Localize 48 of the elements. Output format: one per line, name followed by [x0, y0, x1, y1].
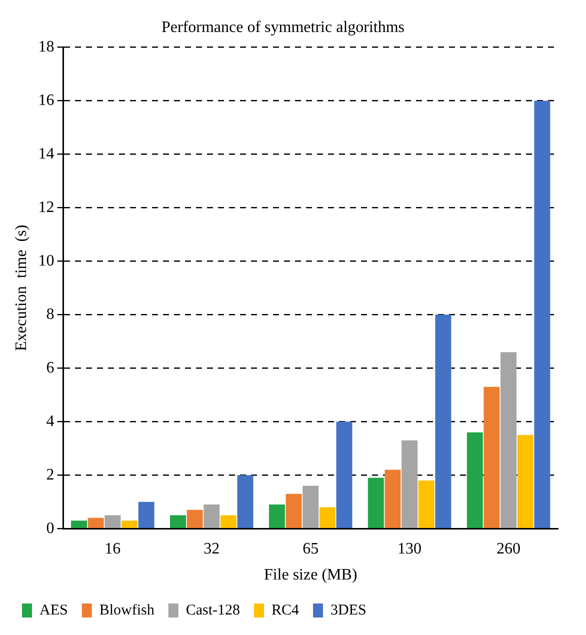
- bar: [88, 518, 104, 528]
- x-tick-label: 130: [398, 540, 422, 558]
- legend-label: RC4: [272, 602, 300, 618]
- bar: [220, 515, 236, 528]
- bar: [336, 422, 352, 528]
- bar: [500, 352, 517, 528]
- bar: [122, 520, 138, 528]
- y-tick-label: 12: [38, 198, 54, 216]
- x-tick-label: 260: [496, 540, 521, 558]
- y-axis-title: Execution time (s): [12, 224, 30, 351]
- legend-label: 3DES: [330, 602, 366, 618]
- bar: [418, 480, 434, 528]
- x-tick-label: 65: [302, 540, 319, 558]
- bar: [435, 314, 452, 528]
- bar: [384, 470, 401, 528]
- bar: [517, 434, 534, 528]
- y-tick-label: 14: [38, 145, 54, 162]
- bar: [268, 504, 285, 528]
- chart-title: Performance of symmetric algorithms: [161, 18, 405, 36]
- y-tick-label: 16: [38, 92, 54, 109]
- bar: [286, 494, 302, 528]
- bar: [302, 486, 319, 528]
- legend-label: Blowfish: [99, 602, 155, 618]
- y-tick-label: 2: [46, 466, 54, 484]
- bar: [138, 502, 154, 528]
- bar: [402, 440, 418, 528]
- y-tick-label: 6: [46, 359, 54, 376]
- x-axis-title: File size (MB): [264, 566, 358, 584]
- y-tick-label: 10: [38, 252, 54, 270]
- bar: [237, 475, 254, 528]
- bar: [186, 510, 203, 528]
- legend-label: AES: [40, 602, 68, 618]
- bar: [319, 507, 336, 528]
- bar: [170, 515, 186, 528]
- bar: [204, 504, 220, 528]
- y-tick-label: 4: [46, 412, 54, 430]
- x-tick-label: 16: [104, 540, 121, 558]
- bar: [534, 100, 550, 528]
- y-tick-label: 18: [38, 38, 54, 56]
- y-tick-label: 0: [46, 520, 54, 537]
- bar: [104, 515, 121, 528]
- bar: [484, 386, 500, 528]
- bar: [466, 432, 483, 528]
- bar: [71, 520, 88, 528]
- x-tick-label: 32: [204, 540, 220, 558]
- legend-label: Cast-128: [186, 602, 240, 618]
- bar: [368, 478, 384, 528]
- y-tick-label: 8: [46, 306, 54, 323]
